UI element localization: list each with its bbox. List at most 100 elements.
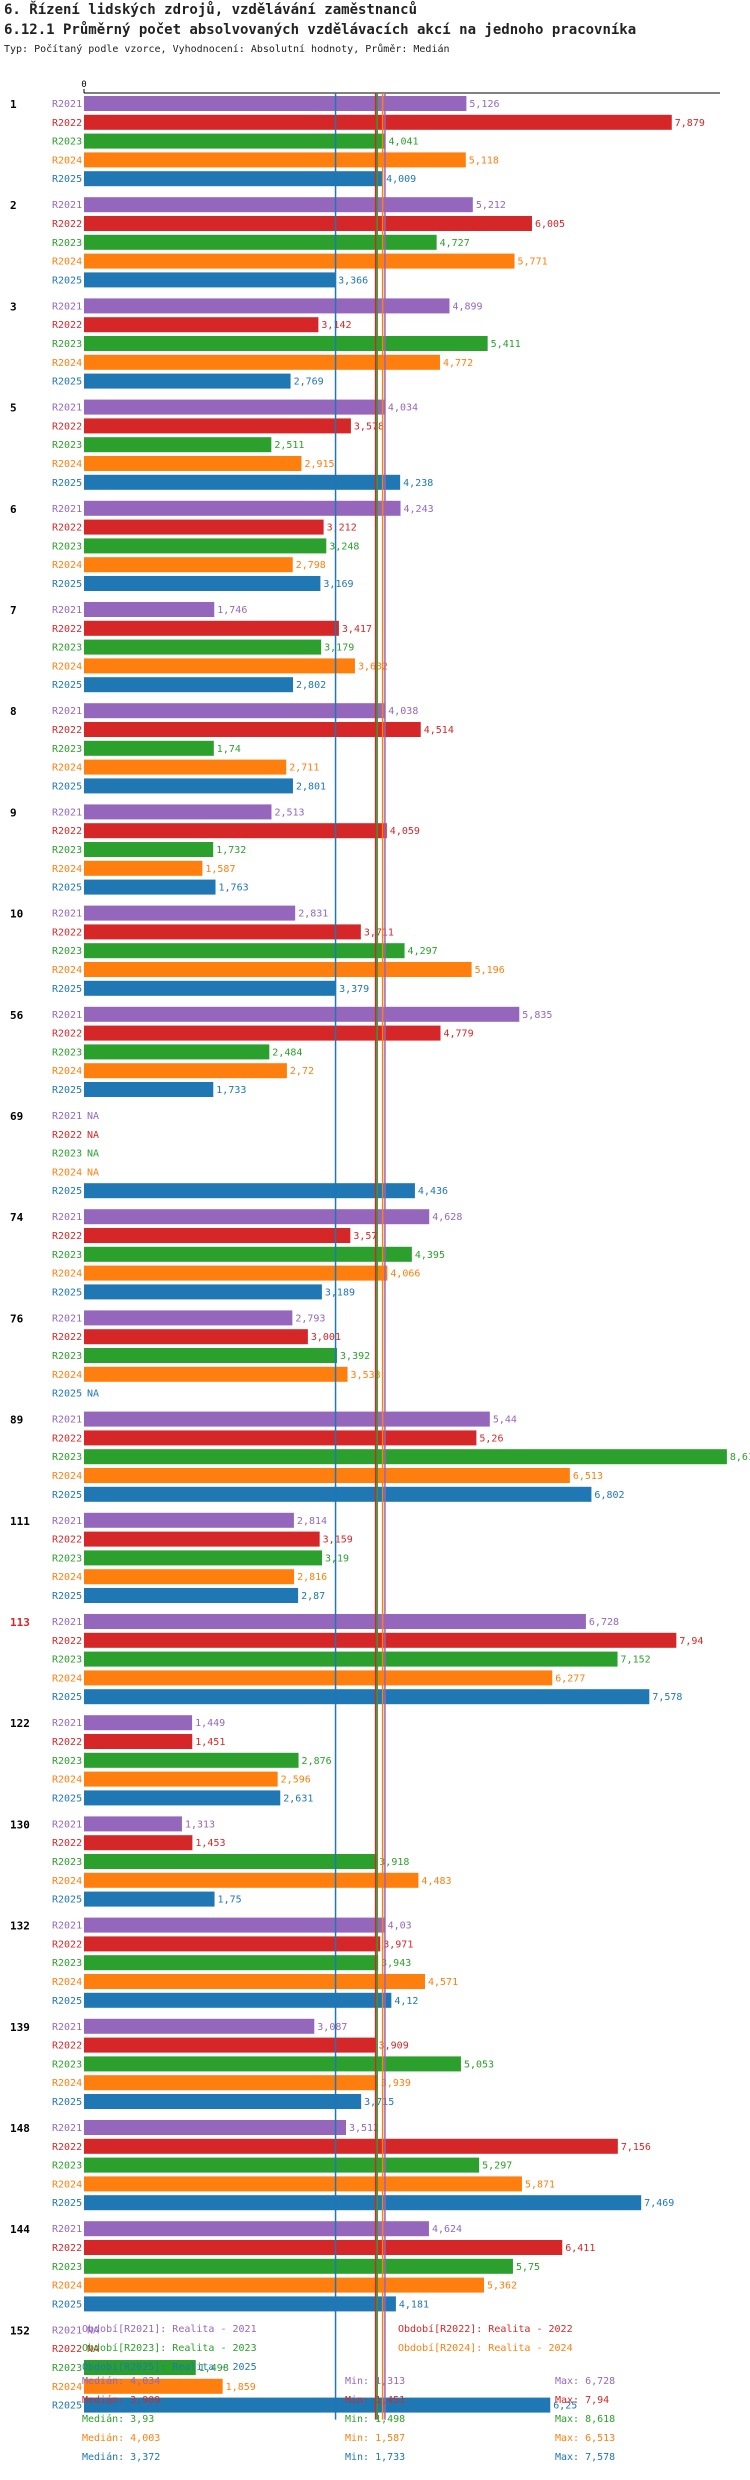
series-label: R2023 (52, 946, 82, 957)
legend-stat-min-r2022: Min: 1,451 (345, 2395, 406, 2406)
series-label: R2024 (52, 560, 82, 571)
legend-stat-max-r2021: Max: 6,728 (555, 2376, 616, 2387)
bar (84, 962, 472, 977)
data-label: 3,189 (325, 1287, 355, 1298)
bar (84, 1771, 278, 1787)
bar (84, 2240, 563, 2255)
bar (84, 1183, 415, 1199)
data-label: 3,001 (311, 1332, 341, 1343)
bar (84, 437, 272, 453)
series-label: R2023 (52, 2262, 82, 2273)
series-label: R2025 (52, 883, 82, 894)
data-label: 7,578 (652, 1692, 682, 1703)
legend-stat-min-r2021: Min: 1,313 (345, 2376, 406, 2387)
series-label: R2021 (52, 1718, 82, 1729)
data-label: 2,814 (297, 1516, 327, 1527)
series-label: R2022 (52, 2243, 82, 2254)
bar (84, 1430, 477, 1446)
data-label: 4,899 (452, 301, 482, 312)
data-label: 3,57 (353, 1231, 377, 1242)
series-label: R2021 (52, 1415, 82, 1426)
data-label: 5,053 (464, 2059, 494, 2070)
series-label: R2025 (52, 1085, 82, 1096)
data-label: 3,212 (327, 523, 357, 534)
bar (84, 152, 466, 168)
data-label: 3,19 (325, 1553, 349, 1564)
data-label: 1,746 (217, 605, 247, 616)
series-label: R2021 (52, 1313, 82, 1324)
bar (84, 842, 214, 857)
series-label: R2022 (52, 1029, 82, 1040)
series-label: R2022 (52, 1737, 82, 1748)
bar (84, 1816, 182, 1832)
series-label: R2025 (52, 275, 82, 286)
series-label: R2023 (52, 1958, 82, 1969)
legend-series-r2022: Období[R2022]: Realita - 2022 (398, 2324, 573, 2335)
series-label: R2025 (52, 984, 82, 995)
data-label: 4,624 (432, 2224, 462, 2235)
series-label: R2024 (52, 1167, 82, 1178)
data-label: 6,513 (573, 1471, 603, 1482)
x-axis-zero-label: 0 (81, 80, 86, 90)
data-label: 3,159 (323, 1535, 353, 1546)
series-label: R2022 (52, 2142, 82, 2153)
data-label: 1,733 (216, 1085, 246, 1096)
series-label: R2021 (52, 2123, 82, 2134)
legend-stat-min-r2023: Min: 1,498 (345, 2414, 406, 2425)
series-label: R2024 (52, 257, 82, 268)
data-label: 2,793 (295, 1313, 325, 1324)
data-label: 4,041 (388, 137, 418, 148)
bar (84, 1752, 299, 1768)
bar (84, 538, 327, 554)
group-label: 3 (10, 300, 17, 313)
bar (84, 602, 215, 617)
data-label: 7,469 (644, 2198, 674, 2209)
data-label: 2,484 (272, 1047, 302, 1058)
series-label: R2022 (52, 1332, 82, 1343)
data-label: 2,816 (297, 1572, 327, 1583)
data-label: 5,118 (469, 155, 499, 166)
bar (84, 1228, 351, 1243)
data-label: 5,411 (491, 339, 521, 350)
data-label: 2,801 (296, 781, 326, 792)
group-label: 139 (10, 2021, 30, 2034)
legend-stat-max-r2022: Max: 7,94 (555, 2395, 610, 2406)
series-label: R2024 (52, 358, 82, 369)
data-label: 2,513 (274, 807, 304, 818)
series-label: R2025 (52, 1793, 82, 1804)
data-label: 4,297 (408, 946, 438, 957)
series-label: R2021 (52, 2022, 82, 2033)
data-label: 5,362 (487, 2281, 517, 2292)
data-label: 1,313 (185, 1819, 215, 1830)
series-label: R2024 (52, 155, 82, 166)
data-label: 5,871 (525, 2179, 555, 2190)
data-label: 3,142 (321, 320, 351, 331)
bar (84, 2138, 618, 2154)
bar (84, 2221, 429, 2237)
data-label: 1,453 (195, 1838, 225, 1849)
data-label: 8,618 (730, 1452, 750, 1463)
series-label: R2023 (52, 541, 82, 552)
series-label: R2023 (52, 137, 82, 148)
bar (84, 2360, 196, 2375)
series-label: R2025 (52, 377, 82, 388)
series-label: R2021 (52, 1111, 82, 1122)
bar (84, 216, 532, 231)
series-label: R2025 (52, 478, 82, 489)
bar (84, 1715, 193, 1731)
series-label: R2024 (52, 1370, 82, 1381)
bar (84, 1891, 215, 1907)
group-label: 148 (10, 2122, 30, 2135)
bar (84, 1917, 385, 1933)
series-label: R2023 (52, 2161, 82, 2172)
data-label: 5,75 (516, 2262, 540, 2273)
series-label: R2023 (52, 1452, 82, 1463)
bar (84, 557, 293, 573)
bar (84, 2378, 223, 2394)
series-label: R2024 (52, 1471, 82, 1482)
group-label: 76 (10, 1312, 24, 1325)
series-label: R2025 (52, 2198, 82, 2209)
bar (84, 703, 386, 719)
bar (84, 1006, 520, 1022)
series-label: R2024 (52, 965, 82, 976)
